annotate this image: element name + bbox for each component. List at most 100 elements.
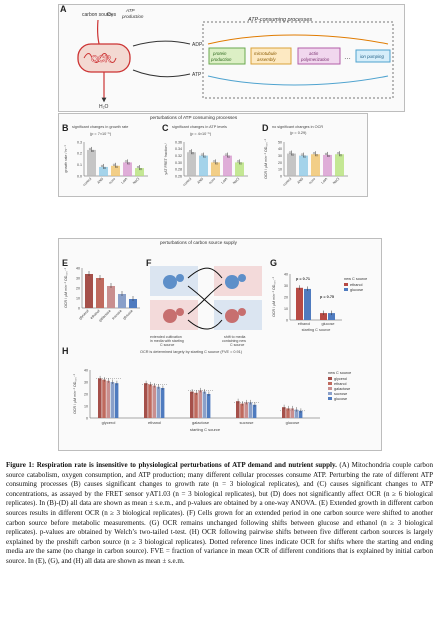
- data-point: [115, 165, 119, 168]
- x-tick-label: glycerol: [102, 420, 116, 425]
- x-tick-label: sucrose: [111, 309, 123, 321]
- y-tick-label: 30: [84, 380, 88, 384]
- y-tick-label: 40: [284, 272, 288, 276]
- bar: [85, 274, 93, 308]
- bar: [323, 154, 332, 176]
- bar: [311, 154, 320, 176]
- y-axis-label: OCR / μM min⁻¹ OD₆₀₀⁻¹: [64, 267, 68, 308]
- data-point: [236, 160, 240, 163]
- legend-swatch: [328, 382, 332, 385]
- bar: [160, 388, 165, 418]
- y-tick-label: 0.30: [175, 161, 182, 165]
- data-point: [215, 162, 219, 165]
- y-tick-label: 0.34: [175, 147, 182, 151]
- y-tick-label: 30: [284, 284, 288, 288]
- y-tick-label: 40: [76, 266, 80, 270]
- x-tick-label: LatA: [220, 176, 228, 184]
- data-point: [188, 150, 192, 153]
- panel-f-caption-right-2: containing new: [222, 339, 246, 343]
- svg-text:production: production: [210, 57, 232, 62]
- svg-text:assembly: assembly: [257, 57, 276, 62]
- legend-label: glucose: [350, 288, 363, 292]
- panel-c-pval: (p = 4×10⁻⁵): [190, 132, 212, 136]
- x-tick-label: ethanol: [148, 420, 161, 425]
- atp-production-label: ATP: [125, 8, 136, 13]
- x-tick-label: noco: [308, 177, 316, 185]
- panel-a-letter: A: [60, 4, 67, 14]
- cell-icon: [225, 309, 239, 323]
- legend-label: sucrose: [334, 392, 347, 396]
- x-tick-label: NaCl: [132, 177, 140, 185]
- data-point: [103, 166, 107, 169]
- data-point: [315, 154, 319, 157]
- panel-h-letter: H: [62, 346, 69, 356]
- y-tick-label: 30: [278, 154, 282, 158]
- x-tick-label: control: [82, 177, 92, 187]
- bar: [118, 294, 126, 308]
- protein-production-box: [208, 47, 246, 65]
- bar: [199, 155, 208, 176]
- data-point: [124, 160, 128, 163]
- data-point: [303, 155, 307, 158]
- x-tick-label: ANS: [196, 176, 204, 184]
- shift-arrow: [187, 267, 223, 279]
- legend-swatch: [328, 392, 332, 395]
- bar: [328, 313, 335, 320]
- data-point: [191, 152, 195, 155]
- shift-arrow: [187, 285, 223, 315]
- y-tick-label: 0: [78, 306, 80, 310]
- bar: [290, 408, 294, 418]
- bar: [194, 392, 198, 418]
- p-value-2: p = 0.75: [320, 295, 334, 299]
- y-tick-label: 0.1: [77, 163, 82, 167]
- x-tick-label: noco: [208, 177, 216, 185]
- legend-swatch: [344, 288, 348, 291]
- bar: [244, 402, 248, 418]
- legend-swatch: [344, 283, 348, 286]
- bar: [286, 408, 290, 418]
- x-tick-label: sucrose: [239, 420, 254, 425]
- data-point: [203, 155, 207, 158]
- legend-swatch: [328, 397, 332, 400]
- panel-e-letter: E: [62, 258, 69, 268]
- bar: [148, 384, 152, 418]
- bar: [240, 403, 244, 418]
- data-point: [288, 151, 292, 154]
- y-tick-label: 10: [284, 307, 288, 311]
- caption-body: (A) Mitochondria couple carbon source ca…: [6, 461, 433, 565]
- bar: [252, 404, 257, 418]
- cell-icon: [163, 309, 177, 323]
- shift-arrow: [187, 319, 223, 330]
- bar: [206, 394, 211, 418]
- x-tick-label: galactose: [192, 420, 210, 425]
- y-tick-label: 0.32: [175, 154, 182, 158]
- microtubule-assembly-label: microtubule: [254, 51, 277, 56]
- caption-title: Respiration rate is insensitive to physi…: [36, 461, 337, 469]
- x-tick-label: ethanol: [90, 309, 101, 320]
- panel-f-caption-left-1: extended cultivation: [150, 335, 182, 339]
- x-tick-label: glycerol: [78, 309, 90, 321]
- y-tick-label: 50: [278, 140, 282, 144]
- bar: [98, 378, 102, 418]
- y-tick-label: 10: [84, 404, 88, 408]
- svg-text:polymerization: polymerization: [300, 57, 330, 62]
- bar: [144, 383, 148, 418]
- x-tick-label: noco: [108, 177, 116, 185]
- bar: [211, 162, 220, 176]
- panel-c-letter: C: [162, 123, 169, 133]
- protein-production-label: protein: [212, 51, 227, 56]
- data-point: [127, 162, 131, 165]
- bar: [190, 391, 194, 418]
- bar: [135, 168, 144, 176]
- data-point: [300, 153, 304, 156]
- bar: [114, 383, 119, 418]
- atp-consuming-title: ATP-consuming processes: [247, 17, 312, 23]
- data-point: [239, 162, 243, 165]
- o2-label: O₂: [107, 12, 113, 18]
- bar: [296, 287, 303, 320]
- panel-a-diagram: carbon sources O₂ ATP production OCR H₂O…: [77, 8, 394, 110]
- y-tick-label: 0: [86, 416, 88, 420]
- bar: [202, 391, 207, 418]
- panel-f-diagram: extended cultivation in media with start…: [150, 266, 262, 347]
